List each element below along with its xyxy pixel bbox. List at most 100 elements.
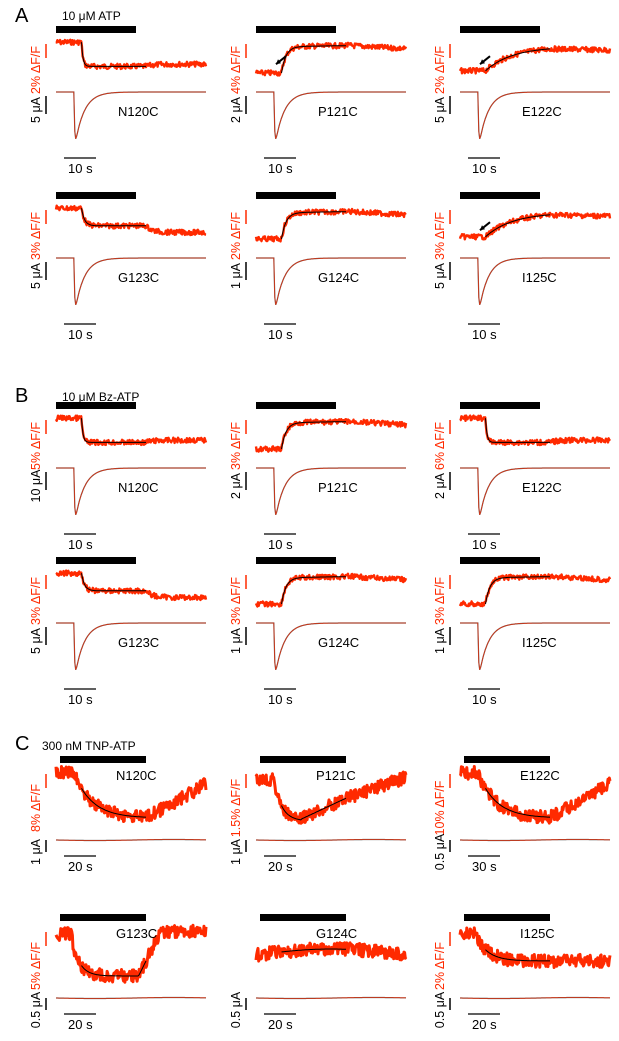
- fluorescence-scale-label: 4% ΔF/F: [229, 46, 243, 94]
- fluorescence-scale-label: 3% ΔF/F: [29, 212, 43, 260]
- current-scale-label: 2 μA: [229, 472, 243, 499]
- fluorescence-trace: [254, 207, 407, 243]
- fluorescence-scale-label: 2% ΔF/F: [229, 212, 243, 260]
- fluorescence-trace: [254, 770, 408, 825]
- agonist-bar: [56, 402, 136, 409]
- time-scale-label: 10 s: [472, 537, 497, 552]
- panel-i125c: 3% ΔF/F 1 μA I125C 10 s: [433, 557, 612, 707]
- exponential-fit: [281, 421, 346, 450]
- fluorescence-trace: [254, 418, 408, 453]
- fluorescence-trace: [55, 569, 208, 602]
- panel-g124c: 2% ΔF/F 1 μA G124C 10 s: [229, 192, 407, 342]
- panel-p121c: 3% ΔF/F 2 μA P121C 10 s: [229, 402, 408, 552]
- fluorescence-scale-label: 6% ΔF/F: [433, 422, 447, 470]
- time-scale-label: 10 s: [268, 161, 293, 176]
- mutant-label: E122C: [522, 480, 562, 495]
- exponential-fit: [81, 42, 146, 67]
- section-label: A: [15, 5, 29, 27]
- current-scale-label: 1 μA: [433, 627, 447, 654]
- current-scale-label: 2 μA: [433, 472, 447, 499]
- time-scale-label: 10 s: [268, 537, 293, 552]
- section-a: A 10 μM ATP 2% ΔF/F 5 μA N120C 10 s 4% ΔF/F 2 μ…: [15, 5, 612, 342]
- fluorescence-trace: [458, 926, 612, 969]
- panel-n120c: 2% ΔF/F 5 μA N120C 10 s: [29, 26, 208, 176]
- time-scale-label: 10 s: [68, 161, 93, 176]
- fluorescence-trace: [458, 765, 612, 825]
- current-fit: [256, 839, 407, 841]
- fluorescence-scale-label: 3% ΔF/F: [29, 577, 43, 625]
- time-scale-label: 20 s: [268, 1017, 293, 1032]
- mutant-label: P121C: [318, 480, 358, 495]
- panel-g123c: 3% ΔF/F 5 μA G123C 10 s: [29, 557, 208, 707]
- panel-e122c: 10% ΔF/F0.5 μA E122C 30 s: [433, 756, 612, 874]
- current-scale-label: 0.5 μA: [433, 833, 447, 870]
- figure-root: A 10 μM ATP 2% ΔF/F 5 μA N120C 10 s 4% ΔF/F 2 μ…: [15, 5, 612, 1032]
- fluorescence-scale-label: 3% ΔF/F: [433, 577, 447, 625]
- current-fit: [56, 91, 206, 139]
- agonist-bar: [60, 914, 146, 921]
- fluorescence-trace: [254, 941, 408, 963]
- panel-i125c: 3% ΔF/F 5 μA I125C 10 s: [433, 192, 612, 342]
- current-fit: [256, 257, 406, 305]
- time-scale-label: 10 s: [68, 692, 93, 707]
- agonist-bar: [460, 402, 540, 409]
- current-fit: [460, 467, 610, 515]
- time-scale-label: 10 s: [268, 327, 293, 342]
- mutant-label: E122C: [522, 104, 562, 119]
- fluorescence-scale-label: 3% ΔF/F: [229, 422, 243, 470]
- panel-p121c: 4% ΔF/F 2 μA P121C 10 s: [229, 26, 408, 176]
- fluorescence-trace: [54, 923, 208, 984]
- time-scale-label: 20 s: [472, 1017, 497, 1032]
- mutant-label: I125C: [522, 635, 557, 650]
- exponential-fit: [81, 960, 147, 977]
- mutant-label: G124C: [318, 270, 359, 285]
- arrow-head-icon: [480, 225, 485, 231]
- fluorescence-scale-label: 5% ΔF/F: [29, 422, 43, 470]
- exponential-fit: [281, 211, 346, 240]
- section-label: B: [15, 385, 28, 407]
- agonist-bar: [256, 192, 336, 199]
- agonist-bar: [56, 192, 136, 199]
- drug-label: 300 nM TNP-ATP: [42, 739, 136, 753]
- mutant-label: N120C: [116, 768, 156, 783]
- fluorescence-trace: [54, 765, 208, 824]
- panel-g124c: 3% ΔF/F 1 μA G124C 10 s: [229, 557, 408, 707]
- time-scale-label: 20 s: [68, 1017, 93, 1032]
- arrow-head-icon: [276, 59, 281, 65]
- current-fit: [460, 91, 610, 139]
- mutant-label: I125C: [522, 270, 557, 285]
- fluorescence-trace: [458, 211, 612, 241]
- time-scale-label: 10 s: [472, 692, 497, 707]
- current-scale-label: 5 μA: [433, 262, 447, 289]
- current-fit: [256, 622, 406, 670]
- fluorescence-scale-label: 3% ΔF/F: [433, 212, 447, 260]
- current-scale-label: 5 μA: [433, 96, 447, 123]
- fluorescence-trace: [254, 572, 408, 608]
- exponential-fit: [81, 418, 146, 443]
- current-scale-label: 0.5 μA: [29, 991, 43, 1028]
- panel-p121c: 1.5% ΔF/F1 μA P121C 20 s: [229, 756, 408, 874]
- current-scale-label: 5 μA: [29, 627, 43, 654]
- panel-n120c: 5% ΔF/F10 μA N120C 10 s: [29, 402, 208, 552]
- mutant-label: I125C: [520, 926, 555, 941]
- mutant-label: N120C: [118, 104, 158, 119]
- arrow-head-icon: [480, 59, 485, 65]
- drug-label: 10 μM Bz-ATP: [62, 390, 139, 404]
- current-scale-label: 2 μA: [229, 96, 243, 123]
- time-scale-label: 10 s: [472, 161, 497, 176]
- drug-label: 10 μM ATP: [62, 9, 121, 23]
- exponential-fit: [485, 788, 551, 818]
- exponential-fit: [281, 576, 346, 605]
- fluorescence-scale-label: 5% ΔF/F: [29, 942, 43, 990]
- time-scale-label: 30 s: [472, 859, 497, 874]
- panel-g123c: 5% ΔF/F0.5 μA G123C 20 s: [29, 914, 208, 1032]
- fluorescence-scale-label: 2% ΔF/F: [433, 942, 447, 990]
- agonist-bar: [256, 557, 336, 564]
- current-scale-label: 10 μA: [29, 469, 43, 503]
- fluorescence-trace: [459, 414, 611, 447]
- fluorescence-trace: [254, 41, 408, 77]
- fluorescence-trace: [54, 414, 208, 447]
- fluorescence-scale-label: 2% ΔF/F: [433, 46, 447, 94]
- current-scale-label: 5 μA: [29, 262, 43, 289]
- exponential-fit: [281, 948, 346, 953]
